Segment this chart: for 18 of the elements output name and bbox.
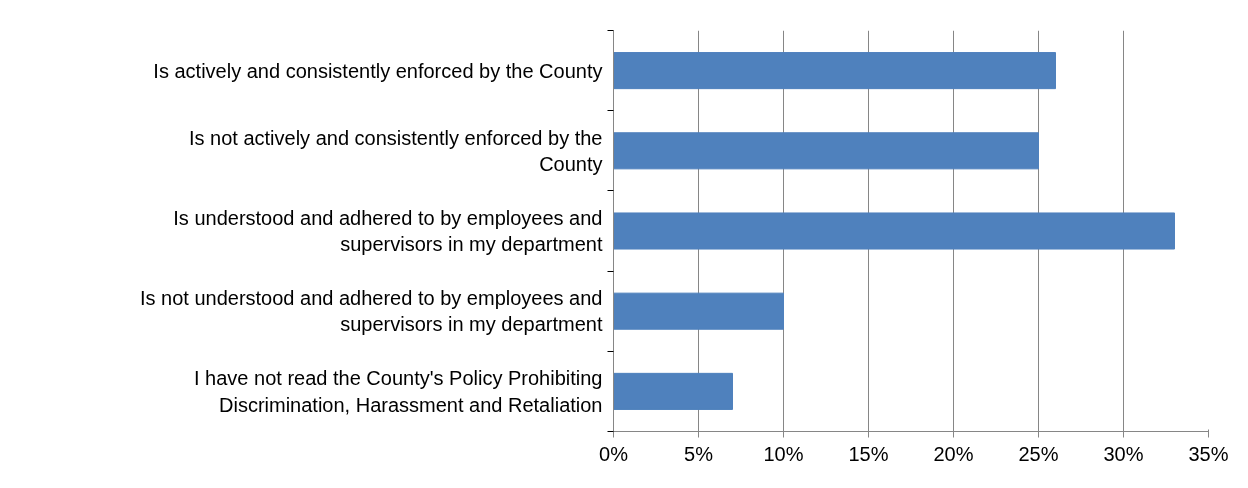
x-tick-label: 20% (933, 442, 974, 465)
bar (613, 52, 1056, 90)
y-tick-label: I have not read the County's Policy Prohibiting Discrimination, Harassment and Retaliation (194, 367, 603, 416)
y-tick-label: Is actively and consistently enforced by the County (153, 59, 603, 82)
x-tick-label: 35% (1188, 442, 1229, 465)
x-tick-label: 10% (763, 442, 804, 465)
y-tick-label: Is understood and adhered to by employees and supervisors in my department (173, 206, 603, 256)
x-tick-label: 5% (684, 442, 714, 465)
y-tick-label: Is not actively and consistently enforced by the County (188, 126, 603, 175)
x-tick-label: 15% (848, 442, 889, 465)
x-tick-label: 30% (1103, 442, 1144, 465)
x-tick-label: 25% (1018, 442, 1059, 465)
bar (613, 372, 733, 410)
bar (613, 292, 784, 330)
x-tick-label: 0% (599, 442, 629, 465)
bar (613, 132, 1039, 170)
y-tick-label: Is not understood and adhered to by employees and supervisors in my department (139, 287, 603, 336)
bar (613, 212, 1175, 250)
